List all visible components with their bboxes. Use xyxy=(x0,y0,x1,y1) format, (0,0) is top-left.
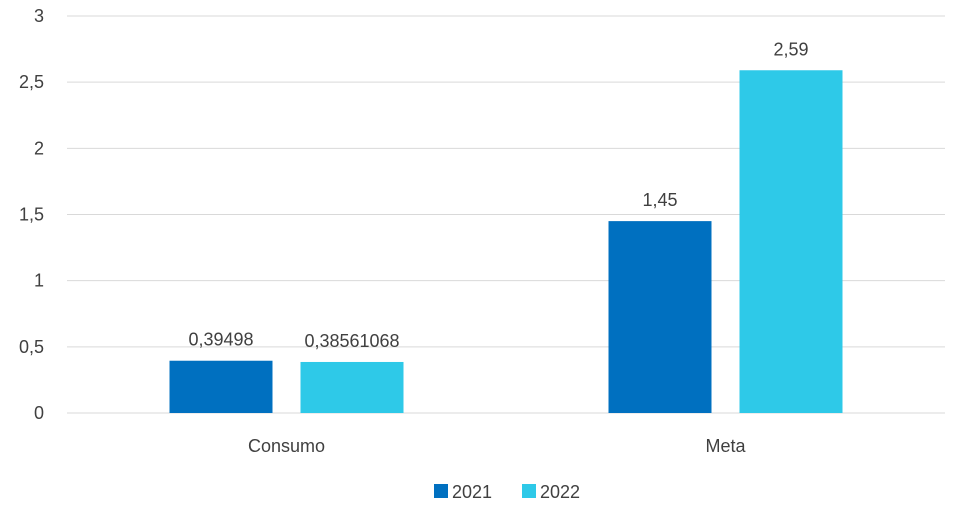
legend-label: 2022 xyxy=(540,482,580,502)
y-tick-label: 0,5 xyxy=(19,337,44,357)
data-label: 0,39498 xyxy=(188,330,253,350)
legend: 2021 2022 xyxy=(434,482,580,502)
y-tick-label: 2 xyxy=(34,138,44,158)
y-axis-ticks: 0 0,5 1 1,5 2 2,5 3 xyxy=(19,6,44,423)
legend-swatch-2022 xyxy=(522,484,536,498)
data-labels: 0,39498 0,38561068 1,45 2,59 xyxy=(188,39,808,351)
bar-meta-2022 xyxy=(739,70,843,414)
y-tick-label: 1,5 xyxy=(19,205,44,225)
category-label: Consumo xyxy=(248,436,325,456)
legend-label: 2021 xyxy=(452,482,492,502)
data-label: 1,45 xyxy=(642,190,677,210)
x-axis-categories: Consumo Meta xyxy=(248,436,747,456)
legend-swatch-2021 xyxy=(434,484,448,498)
y-tick-label: 2,5 xyxy=(19,72,44,92)
y-tick-label: 1 xyxy=(34,271,44,291)
data-label: 2,59 xyxy=(773,39,808,59)
data-label: 0,38561068 xyxy=(304,331,399,351)
y-tick-label: 0 xyxy=(34,403,44,423)
bar-consumo-2022 xyxy=(300,361,404,413)
bar-meta-2021 xyxy=(608,221,712,413)
category-label: Meta xyxy=(705,436,746,456)
bars xyxy=(169,70,843,414)
gridlines xyxy=(67,15,945,414)
y-tick-label: 3 xyxy=(34,6,44,26)
bar-consumo-2021 xyxy=(169,360,273,413)
